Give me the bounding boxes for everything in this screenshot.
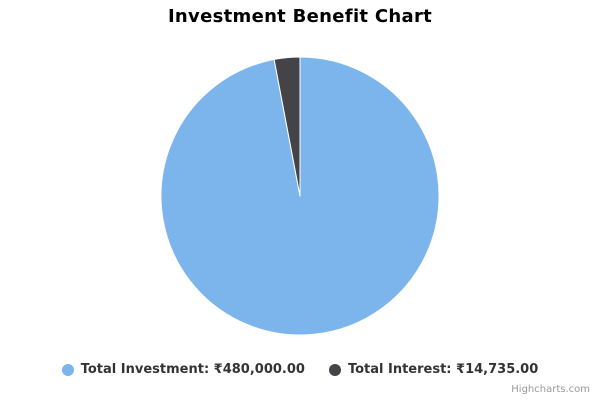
credits-link[interactable]: Highcharts.com [511,384,590,395]
legend-label-total-investment: Total Investment: ₹480,000.00 [80,362,305,377]
legend-label-total-interest: Total Interest: ₹14,735.00 [347,362,539,377]
legend-marker-total-interest [328,363,341,376]
legend-item-total-investment[interactable]: Total Investment: ₹480,000.00 [61,362,305,377]
pie-slice-total-interest[interactable] [273,56,301,197]
legend: Total Investment: ₹480,000.00 Total Inte… [0,362,600,377]
legend-item-total-interest[interactable]: Total Interest: ₹14,735.00 [328,362,539,377]
chart-title: Investment Benefit Chart [167,6,433,27]
legend-marker-total-investment [61,363,74,376]
